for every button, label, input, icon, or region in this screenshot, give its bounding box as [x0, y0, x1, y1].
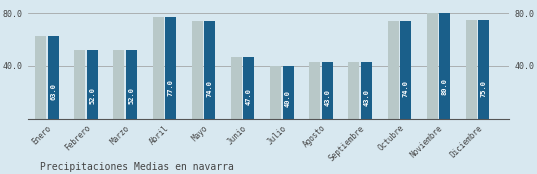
- Bar: [439, 13, 450, 119]
- Bar: [270, 66, 281, 119]
- Text: 47.0: 47.0: [246, 88, 252, 105]
- Text: 80.0: 80.0: [442, 78, 448, 95]
- Text: 63.0: 63.0: [50, 83, 56, 100]
- Text: 75.0: 75.0: [481, 80, 487, 97]
- Bar: [165, 17, 176, 119]
- Bar: [349, 62, 359, 119]
- Text: 77.0: 77.0: [168, 79, 173, 96]
- Bar: [427, 13, 438, 119]
- Text: Precipitaciones Medias en navarra: Precipitaciones Medias en navarra: [40, 162, 234, 172]
- Bar: [231, 57, 242, 119]
- Bar: [192, 21, 202, 119]
- Text: 40.0: 40.0: [285, 90, 291, 107]
- Text: 74.0: 74.0: [403, 80, 409, 97]
- Bar: [204, 21, 215, 119]
- Text: 52.0: 52.0: [128, 86, 134, 104]
- Bar: [153, 17, 164, 119]
- Text: 43.0: 43.0: [364, 89, 369, 106]
- Bar: [243, 57, 255, 119]
- Bar: [282, 66, 294, 119]
- Bar: [48, 36, 59, 119]
- Bar: [35, 36, 46, 119]
- Text: 43.0: 43.0: [324, 89, 330, 106]
- Bar: [126, 50, 137, 119]
- Bar: [388, 21, 398, 119]
- Bar: [478, 20, 489, 119]
- Bar: [113, 50, 125, 119]
- Bar: [322, 62, 333, 119]
- Text: 74.0: 74.0: [207, 80, 213, 97]
- Bar: [400, 21, 411, 119]
- Bar: [361, 62, 372, 119]
- Bar: [87, 50, 98, 119]
- Text: 52.0: 52.0: [89, 86, 95, 104]
- Bar: [74, 50, 85, 119]
- Bar: [309, 62, 320, 119]
- Bar: [466, 20, 477, 119]
